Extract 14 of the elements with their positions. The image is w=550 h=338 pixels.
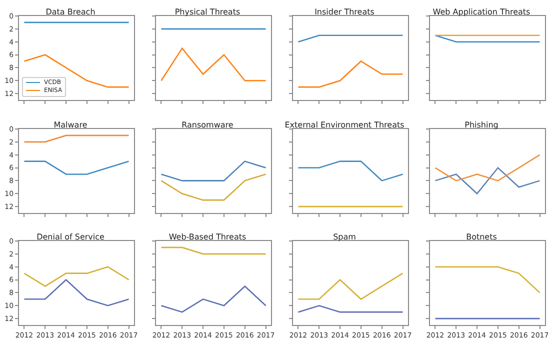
chart-title: Web-Based Threats [168, 232, 246, 242]
chart-title: External Environment Threats [284, 120, 404, 129]
chart-title: Malware [54, 120, 88, 129]
chart-title: Web Application Threats [432, 7, 530, 16]
chart-title: Data Breach [46, 7, 96, 16]
line-series [24, 266, 130, 288]
chart-title: Insider Threats [314, 7, 374, 16]
chart-title: Physical Threats [174, 7, 240, 16]
chart-title: Spam [333, 232, 356, 242]
chart-title: Denial of Service [36, 232, 105, 242]
chart-title: Ransomware [182, 120, 234, 129]
line-series [24, 54, 130, 88]
chart-title: Phishing [464, 120, 498, 129]
chart-title: Botnets [466, 232, 497, 242]
